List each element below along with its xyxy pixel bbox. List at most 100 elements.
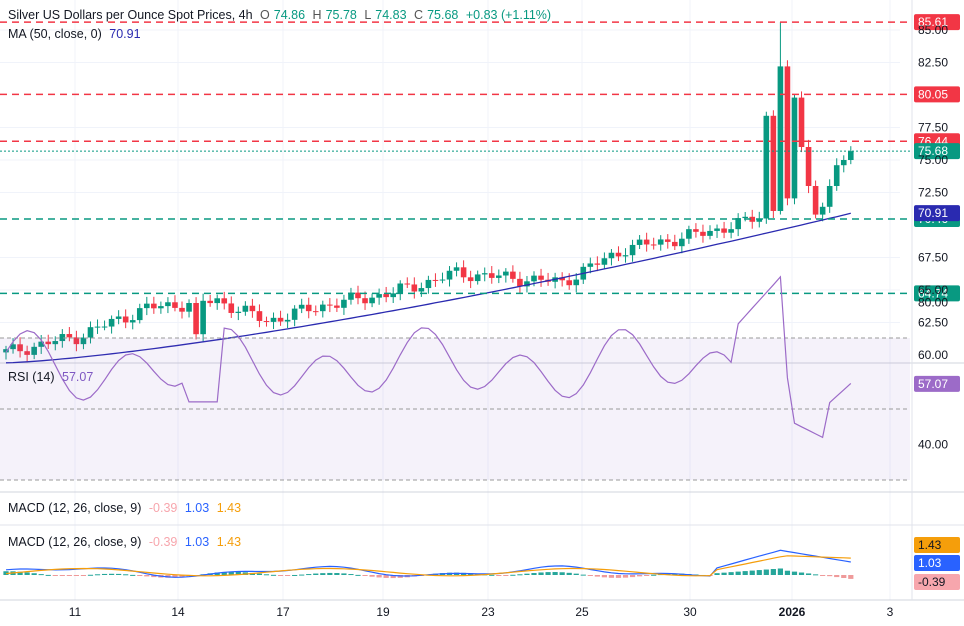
candle-body — [657, 239, 664, 245]
candle-body — [348, 292, 354, 300]
candle-body — [643, 239, 650, 245]
macd-histogram-bar — [87, 574, 94, 576]
time-axis-label: 30 — [683, 605, 697, 619]
candle-body — [172, 302, 178, 308]
candle-body — [24, 351, 30, 355]
level-badge — [914, 86, 960, 103]
candle-body — [467, 277, 474, 282]
candle-body — [179, 307, 185, 312]
macd-histogram-bar — [362, 575, 368, 576]
macd-legend-collapsed: MACD (12, 26, close, 9) -0.39 1.03 1.43 — [8, 501, 245, 515]
macd-histogram-bar — [306, 574, 312, 576]
macd-histogram-bar — [31, 573, 37, 575]
candle-body — [108, 318, 115, 327]
candle-body — [481, 273, 488, 275]
candle-body — [777, 66, 784, 211]
candle-body — [798, 97, 805, 147]
level-badge — [914, 14, 960, 31]
candle-body — [101, 326, 108, 328]
candle-body — [17, 344, 23, 352]
macd-histogram-bar — [369, 575, 375, 577]
macd-histogram-bar — [116, 573, 122, 575]
macd-histogram-bar — [735, 571, 741, 575]
rsi-label: RSI (14) — [8, 370, 55, 384]
candle-body — [355, 292, 361, 299]
macd-histogram-bar — [531, 573, 537, 575]
candle-body — [721, 228, 727, 233]
macd-histogram-bar — [552, 572, 558, 575]
open-label: O — [260, 8, 270, 22]
candle-body — [425, 279, 432, 289]
price-axis-label: 65.00 — [918, 283, 948, 297]
candle-body — [256, 311, 263, 321]
macd-histogram-bar — [299, 574, 305, 576]
candle-body — [38, 341, 44, 347]
macd-histogram-bar — [587, 575, 593, 576]
macd-histogram-bar — [348, 574, 354, 576]
macd-histogram-bar — [270, 574, 277, 576]
candle-body — [165, 302, 171, 307]
macd-signal-value: 1.43 — [216, 501, 242, 515]
candle-body — [601, 258, 608, 265]
macd-histogram-bar — [622, 575, 629, 578]
macd-histogram-bar — [594, 575, 600, 577]
candle-body — [411, 284, 418, 292]
candle-body — [59, 334, 66, 342]
macd-histogram-bar — [559, 572, 565, 575]
price-axis-label: 67.50 — [918, 251, 948, 265]
price-axis-label: 72.50 — [918, 186, 948, 200]
candle-body — [784, 66, 791, 199]
time-axis-label: 2026 — [779, 605, 806, 619]
time-axis-label: 19 — [376, 605, 390, 619]
macd-line-value-2: 1.03 — [184, 535, 210, 549]
close-value: 75.68 — [427, 8, 459, 22]
candle-body — [700, 231, 706, 236]
macd-histogram-bar — [651, 574, 657, 576]
candle-body — [460, 267, 467, 278]
macd-histogram-bar — [489, 574, 495, 576]
candle-body — [129, 320, 136, 323]
candle-body — [707, 230, 713, 236]
macd-histogram-bar — [848, 575, 854, 579]
candle-body — [622, 255, 629, 257]
candle-body — [249, 305, 256, 312]
candle-body — [474, 274, 481, 282]
candle-body — [390, 293, 396, 298]
macd-histogram-bar — [94, 574, 101, 576]
macd-label-2: MACD (12, 26, close, 9) — [8, 535, 142, 549]
macd-histogram-bar — [383, 575, 389, 578]
macd-histogram-bar — [524, 573, 530, 575]
candle-body — [650, 244, 657, 246]
macd-histogram-bar — [742, 571, 748, 575]
macd-histogram-bar — [728, 572, 734, 575]
ma-value: 70.91 — [109, 27, 141, 41]
macd-histogram-bar — [798, 572, 805, 575]
low-value: 74.83 — [375, 8, 407, 22]
macd-histogram-bar — [292, 574, 298, 576]
macd-signal-badge — [914, 537, 960, 553]
macd-histogram-bar — [770, 569, 776, 575]
candle-body — [664, 239, 671, 242]
candle-body — [679, 238, 685, 247]
macd-histogram-bar — [66, 575, 72, 576]
macd-histogram-bar — [763, 569, 769, 575]
candle-body — [80, 337, 87, 345]
macd-histogram-bar — [629, 575, 636, 578]
macd-histogram-bar — [390, 575, 396, 579]
candle-body — [158, 306, 164, 309]
candle-body — [122, 316, 129, 323]
candle-body — [136, 308, 143, 321]
macd-hist-badge-text: -0.39 — [918, 575, 946, 589]
macd-histogram-bar — [580, 574, 586, 576]
high-value: 75.78 — [325, 8, 357, 22]
price-axis-label: 60.00 — [918, 348, 948, 362]
macd-histogram-bar — [263, 574, 270, 576]
candle-body — [432, 279, 439, 281]
candle-body — [488, 273, 495, 278]
candle-body — [756, 218, 763, 222]
price-axis-label: 77.50 — [918, 121, 948, 135]
macd-histogram-bar — [791, 571, 798, 575]
candle-body — [686, 229, 692, 239]
macd-histogram-bar — [123, 574, 129, 576]
